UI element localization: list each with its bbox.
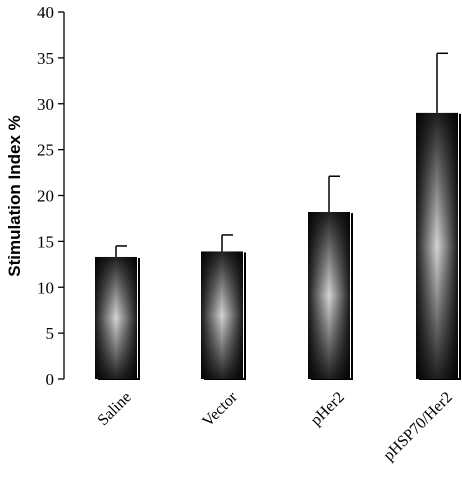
bar-shade	[201, 251, 243, 379]
y-tick-label: 0	[46, 370, 55, 389]
x-tick-label: Saline	[95, 389, 135, 429]
y-tick-label: 35	[37, 49, 54, 68]
y-tick-label: 40	[37, 3, 54, 22]
y-tick-label: 30	[37, 95, 54, 114]
x-tick-label: Vector	[199, 388, 241, 430]
y-tick-label: 5	[46, 324, 55, 343]
y-tick-label: 20	[37, 187, 54, 206]
x-axis-labels: Saline Vector pHer2 pHSP70/Her2	[95, 388, 456, 464]
error-bars	[115, 52, 448, 257]
y-axis-title: Stimulation Index %	[5, 115, 24, 277]
y-tick-label: 15	[37, 232, 54, 251]
bar-phsp70-her2	[416, 112, 461, 381]
y-tick-label: 10	[37, 278, 54, 297]
y-axis: 0 5 10 15 20 25 30 35 40	[37, 3, 65, 389]
x-tick-label: pHSP70/Her2	[380, 389, 456, 465]
bar-pher2	[308, 212, 353, 380]
bar-shade	[416, 112, 458, 380]
bars	[95, 112, 461, 381]
y-tick-label: 25	[37, 141, 54, 160]
bar-vector	[201, 251, 246, 380]
bar-saline	[95, 256, 140, 380]
x-tick-label: pHer2	[308, 389, 348, 429]
bar-shade	[308, 212, 350, 379]
bar-shade	[95, 256, 137, 379]
